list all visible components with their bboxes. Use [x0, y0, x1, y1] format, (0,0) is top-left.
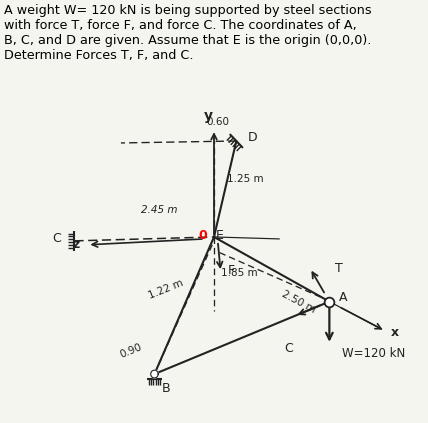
Polygon shape [151, 370, 158, 378]
Text: A: A [339, 291, 347, 304]
Text: F: F [228, 264, 235, 277]
Text: T: T [335, 262, 343, 275]
Text: W=120 kN: W=120 kN [342, 346, 406, 360]
Text: D: D [247, 131, 257, 143]
Text: B: B [162, 382, 170, 395]
Text: 2.45 m: 2.45 m [141, 206, 177, 215]
Text: C: C [284, 342, 293, 355]
Text: 1.25 m: 1.25 m [227, 174, 264, 184]
Text: E: E [216, 228, 224, 242]
Text: y: y [204, 110, 213, 124]
Text: A weight W= 120 kN is being supported by steel sections
with force T, force F, a: A weight W= 120 kN is being supported by… [4, 4, 372, 62]
Text: 0.60: 0.60 [206, 117, 229, 127]
Text: 0.90: 0.90 [118, 343, 143, 360]
Text: 2.50 m: 2.50 m [280, 289, 317, 315]
Text: z: z [73, 238, 80, 251]
Text: x: x [391, 327, 399, 339]
Text: 1.85 m: 1.85 m [221, 268, 258, 278]
Text: 1.22 m: 1.22 m [147, 278, 184, 301]
Text: C: C [53, 232, 61, 245]
Text: 0: 0 [199, 228, 208, 242]
